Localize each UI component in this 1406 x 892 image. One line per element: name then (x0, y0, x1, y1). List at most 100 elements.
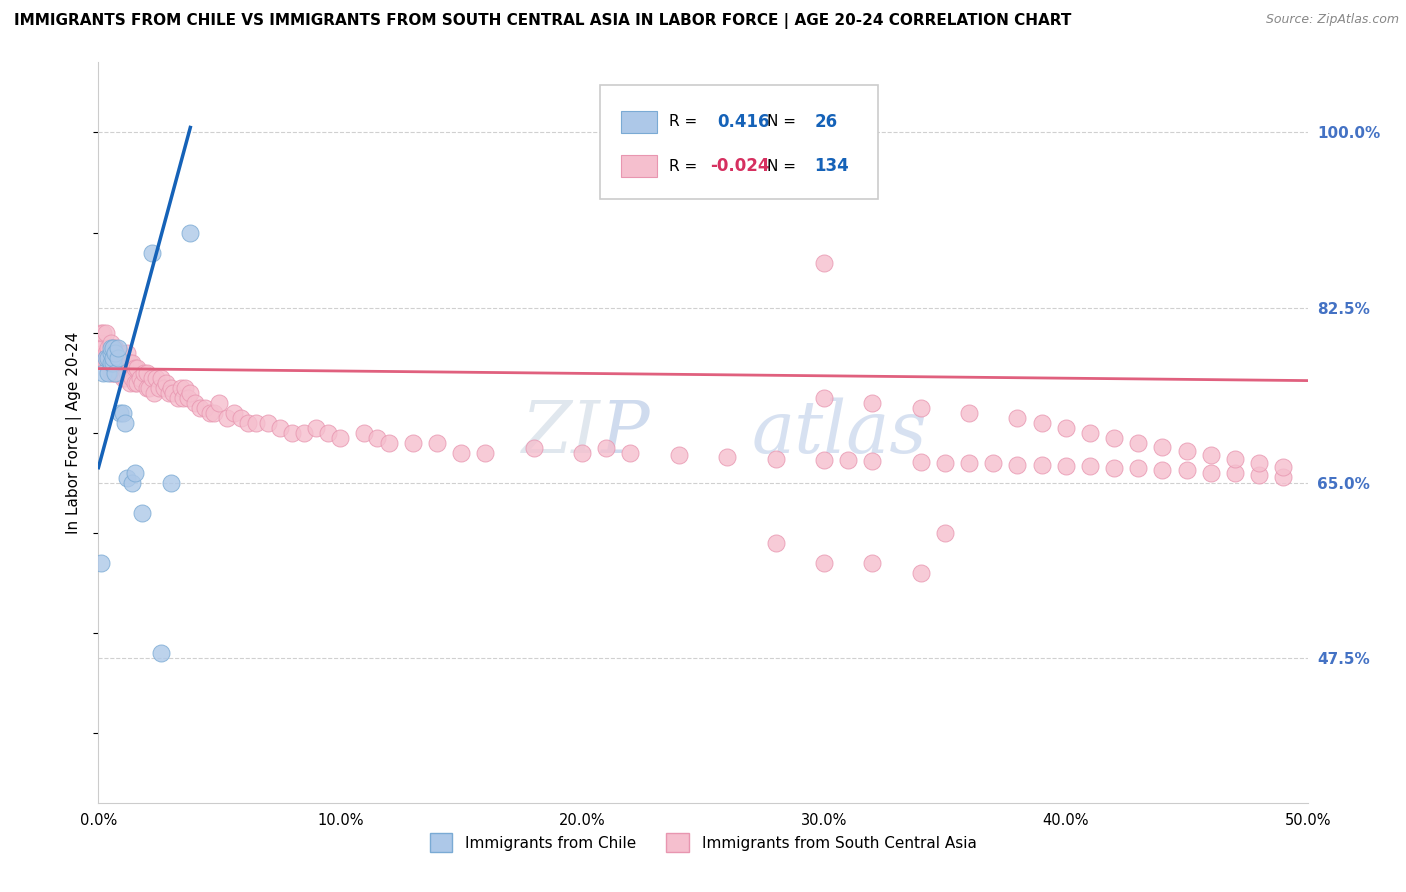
Point (981, 456, 1004, 470)
Point (1007, 458, 1029, 472)
Point (101, 351, 124, 365)
Point (91, 341, 114, 355)
Point (101, 355, 124, 369)
Point (174, 381, 197, 395)
Point (114, 355, 136, 369)
Text: 134: 134 (814, 157, 849, 175)
Point (377, 435, 399, 450)
Point (91, 366, 114, 380)
Point (157, 385, 180, 400)
Y-axis label: In Labor Force | Age 20-24: In Labor Force | Age 20-24 (66, 332, 83, 533)
Point (108, 406, 131, 420)
Point (256, 416, 278, 430)
Text: N =: N = (768, 159, 796, 174)
Point (135, 366, 157, 380)
Point (765, 535, 787, 549)
Point (141, 370, 163, 384)
Text: R =: R = (669, 114, 697, 129)
Point (910, 401, 932, 415)
Point (97, 345, 120, 359)
Point (245, 416, 267, 430)
Point (101, 341, 124, 355)
Point (910, 566, 932, 580)
Point (100, 366, 122, 380)
Point (100, 341, 122, 355)
Point (160, 475, 183, 490)
Point (1102, 431, 1125, 445)
Point (148, 381, 170, 395)
Point (94, 345, 117, 359)
Point (162, 385, 184, 400)
Legend: Immigrants from Chile, Immigrants from South Central Asia: Immigrants from Chile, Immigrants from S… (423, 827, 983, 858)
Point (1199, 466, 1222, 480)
Point (281, 425, 304, 440)
Point (595, 441, 617, 455)
Point (145, 370, 167, 384)
Point (94, 351, 117, 365)
Point (179, 226, 201, 240)
Point (152, 381, 174, 395)
Text: IMMIGRANTS FROM CHILE VS IMMIGRANTS FROM SOUTH CENTRAL ASIA IN LABOR FORCE | AGE: IMMIGRANTS FROM CHILE VS IMMIGRANTS FROM… (14, 13, 1071, 29)
Text: Source: ZipAtlas.com: Source: ZipAtlas.com (1265, 13, 1399, 27)
Point (1249, 467, 1271, 482)
Point (1007, 410, 1029, 425)
Point (204, 406, 226, 420)
Point (135, 381, 157, 395)
Point (208, 395, 231, 409)
Point (114, 370, 136, 384)
Point (111, 406, 134, 420)
Point (150, 370, 173, 384)
Point (229, 410, 252, 425)
Point (118, 355, 141, 369)
Point (94, 355, 117, 369)
Point (1128, 460, 1150, 475)
Point (172, 391, 194, 405)
Point (957, 456, 980, 470)
Point (813, 556, 835, 570)
Point (117, 470, 139, 484)
Point (155, 376, 177, 390)
Point (124, 466, 146, 480)
Point (169, 381, 191, 395)
Text: N =: N = (768, 114, 796, 129)
Point (121, 355, 143, 369)
Point (97, 341, 120, 355)
Point (1078, 458, 1101, 473)
Point (124, 360, 146, 375)
Point (121, 475, 143, 490)
Point (100, 351, 122, 365)
Point (860, 556, 883, 570)
Point (1054, 420, 1077, 434)
Point (111, 370, 134, 384)
Point (1175, 443, 1198, 458)
Point (117, 366, 139, 380)
Point (934, 525, 956, 540)
Point (269, 420, 291, 434)
Point (104, 366, 127, 380)
Point (329, 431, 352, 445)
Point (1272, 469, 1295, 483)
Point (837, 452, 859, 467)
Point (215, 410, 238, 425)
Point (194, 401, 217, 415)
Bar (621, 155, 657, 178)
Point (934, 456, 956, 470)
Point (90, 351, 112, 365)
Point (1152, 440, 1174, 454)
Point (101, 351, 124, 365)
Point (1054, 458, 1077, 473)
Point (402, 435, 425, 450)
Point (90, 335, 112, 350)
Point (97, 355, 120, 369)
Text: 0.416: 0.416 (717, 112, 770, 130)
Point (107, 345, 129, 359)
Point (131, 506, 153, 520)
Point (114, 416, 136, 430)
Point (100, 335, 122, 350)
Point (141, 245, 163, 260)
Point (184, 395, 207, 409)
Point (1223, 451, 1246, 466)
Text: 26: 26 (814, 112, 838, 130)
Point (366, 431, 388, 445)
Point (150, 646, 173, 660)
